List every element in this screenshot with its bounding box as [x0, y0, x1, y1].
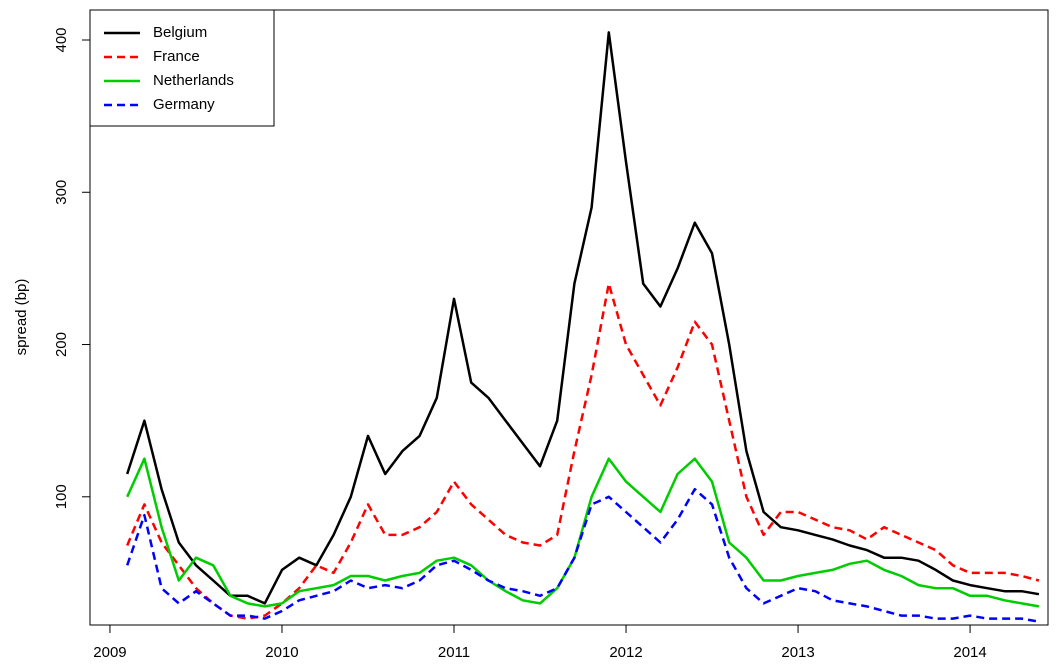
- y-axis-label: spread (bp): [13, 279, 30, 356]
- legend-label: France: [153, 48, 200, 65]
- x-tick-label: 2009: [93, 644, 126, 661]
- series-line: [126, 282, 1040, 620]
- y-tick-label: 400: [53, 27, 70, 52]
- series-line: [126, 31, 1040, 605]
- x-tick-label: 2010: [265, 644, 298, 661]
- y-tick-label: 300: [53, 180, 70, 205]
- y-tick-label: 200: [53, 332, 70, 357]
- y-tick-label: 100: [53, 484, 70, 509]
- legend-label: Belgium: [153, 24, 207, 41]
- series-line: [126, 487, 1040, 623]
- legend-label: Netherlands: [153, 72, 234, 89]
- x-tick-label: 2013: [781, 644, 814, 661]
- x-tick-label: 2012: [609, 644, 642, 661]
- series-line: [126, 457, 1040, 608]
- legend-box: [89, 9, 275, 127]
- legend-label: Germany: [153, 96, 215, 113]
- x-tick-label: 2014: [953, 644, 986, 661]
- x-tick-label: 2011: [438, 644, 470, 661]
